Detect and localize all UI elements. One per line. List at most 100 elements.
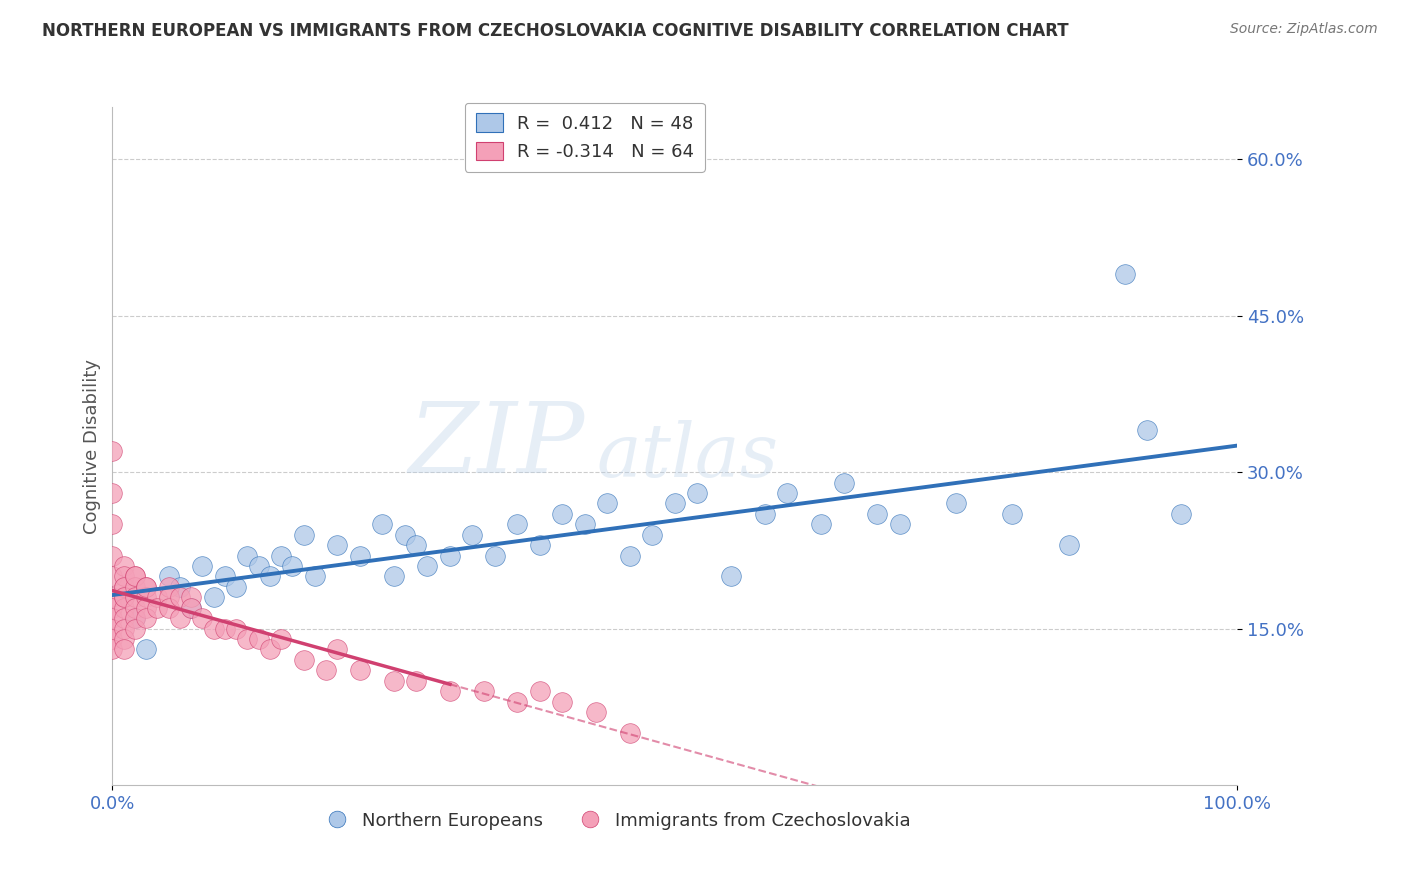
Point bbox=[529, 684, 551, 698]
Point bbox=[596, 496, 619, 510]
Point bbox=[236, 549, 259, 563]
Point bbox=[664, 496, 686, 510]
Point bbox=[112, 632, 135, 646]
Point bbox=[124, 580, 146, 594]
Point bbox=[326, 538, 349, 552]
Point bbox=[225, 580, 247, 594]
Point bbox=[135, 611, 157, 625]
Point bbox=[754, 507, 776, 521]
Point bbox=[326, 642, 349, 657]
Point bbox=[945, 496, 967, 510]
Point bbox=[472, 684, 495, 698]
Point bbox=[191, 611, 214, 625]
Point bbox=[349, 549, 371, 563]
Point bbox=[112, 611, 135, 625]
Point bbox=[292, 653, 315, 667]
Point bbox=[124, 569, 146, 583]
Point bbox=[1136, 423, 1159, 437]
Point bbox=[349, 663, 371, 677]
Point bbox=[180, 591, 202, 605]
Point bbox=[157, 600, 180, 615]
Point bbox=[101, 632, 124, 646]
Point bbox=[101, 444, 124, 458]
Point bbox=[101, 486, 124, 500]
Text: NORTHERN EUROPEAN VS IMMIGRANTS FROM CZECHOSLOVAKIA COGNITIVE DISABILITY CORRELA: NORTHERN EUROPEAN VS IMMIGRANTS FROM CZE… bbox=[42, 22, 1069, 40]
Point bbox=[506, 517, 529, 532]
Point bbox=[551, 507, 574, 521]
Point bbox=[112, 558, 135, 573]
Point bbox=[124, 611, 146, 625]
Point bbox=[776, 486, 799, 500]
Text: ZIP: ZIP bbox=[409, 399, 585, 493]
Point bbox=[101, 591, 124, 605]
Point bbox=[112, 591, 135, 605]
Point bbox=[180, 600, 202, 615]
Point bbox=[461, 527, 484, 541]
Text: atlas: atlas bbox=[596, 420, 779, 492]
Point bbox=[214, 569, 236, 583]
Point bbox=[529, 538, 551, 552]
Point bbox=[315, 663, 337, 677]
Point bbox=[889, 517, 911, 532]
Point bbox=[169, 591, 191, 605]
Point bbox=[124, 569, 146, 583]
Point bbox=[382, 673, 405, 688]
Point bbox=[112, 569, 135, 583]
Point bbox=[157, 569, 180, 583]
Point bbox=[112, 580, 135, 594]
Point bbox=[371, 517, 394, 532]
Point bbox=[1170, 507, 1192, 521]
Point bbox=[180, 600, 202, 615]
Point bbox=[202, 591, 225, 605]
Point bbox=[124, 591, 146, 605]
Point bbox=[146, 591, 169, 605]
Point bbox=[236, 632, 259, 646]
Point bbox=[439, 684, 461, 698]
Point bbox=[506, 694, 529, 708]
Point bbox=[101, 642, 124, 657]
Point bbox=[1001, 507, 1024, 521]
Point bbox=[101, 569, 124, 583]
Point bbox=[439, 549, 461, 563]
Point bbox=[574, 517, 596, 532]
Point bbox=[585, 705, 607, 719]
Point bbox=[619, 549, 641, 563]
Point bbox=[1114, 267, 1136, 281]
Point bbox=[112, 622, 135, 636]
Point bbox=[112, 591, 135, 605]
Point bbox=[101, 549, 124, 563]
Point bbox=[135, 580, 157, 594]
Point bbox=[292, 527, 315, 541]
Point bbox=[225, 622, 247, 636]
Point bbox=[247, 558, 270, 573]
Y-axis label: Cognitive Disability: Cognitive Disability bbox=[83, 359, 101, 533]
Point bbox=[551, 694, 574, 708]
Point bbox=[810, 517, 832, 532]
Point bbox=[259, 569, 281, 583]
Point bbox=[866, 507, 889, 521]
Point bbox=[619, 726, 641, 740]
Point bbox=[169, 611, 191, 625]
Point bbox=[270, 549, 292, 563]
Point bbox=[135, 580, 157, 594]
Legend: Northern Europeans, Immigrants from Czechoslovakia: Northern Europeans, Immigrants from Czec… bbox=[319, 805, 918, 837]
Point bbox=[832, 475, 855, 490]
Point bbox=[101, 600, 124, 615]
Point bbox=[124, 611, 146, 625]
Point bbox=[202, 622, 225, 636]
Point bbox=[157, 591, 180, 605]
Point bbox=[259, 642, 281, 657]
Point bbox=[135, 591, 157, 605]
Point bbox=[281, 558, 304, 573]
Point bbox=[135, 642, 157, 657]
Point bbox=[270, 632, 292, 646]
Point bbox=[686, 486, 709, 500]
Point bbox=[641, 527, 664, 541]
Point bbox=[101, 622, 124, 636]
Point bbox=[247, 632, 270, 646]
Point bbox=[112, 600, 135, 615]
Point bbox=[191, 558, 214, 573]
Point bbox=[124, 600, 146, 615]
Point bbox=[146, 600, 169, 615]
Point bbox=[101, 517, 124, 532]
